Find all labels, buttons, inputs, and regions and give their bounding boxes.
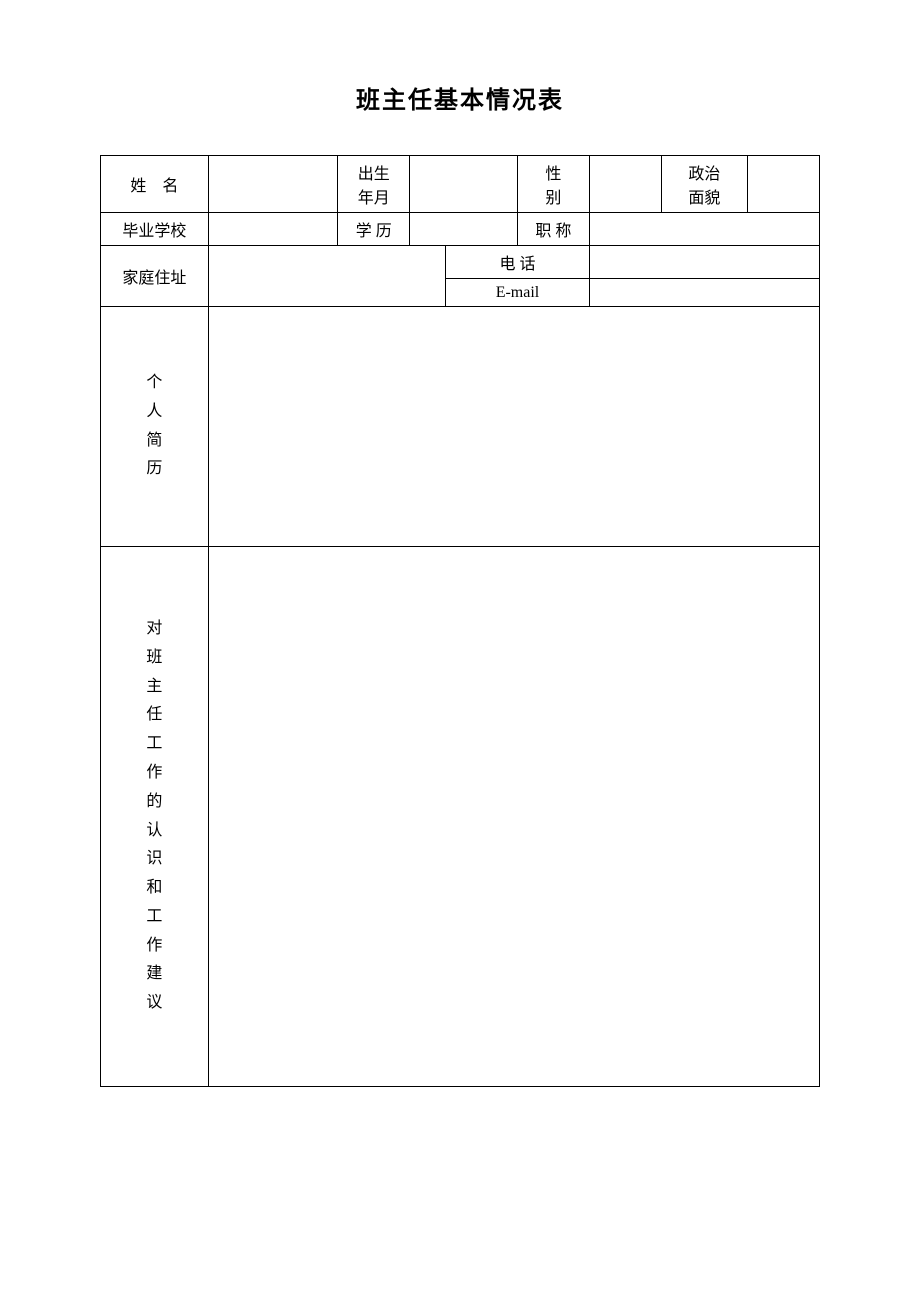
label-grad-school: 毕业学校 — [101, 213, 209, 246]
value-political — [748, 156, 820, 213]
value-job-title — [589, 213, 819, 246]
essay-char-12: 作 — [103, 932, 206, 961]
essay-char-7: 的 — [103, 788, 206, 817]
value-phone — [589, 246, 819, 279]
label-political-l1: 政治 — [664, 160, 745, 184]
essay-char-13: 建 — [103, 960, 206, 989]
label-birth: 出生 年月 — [338, 156, 410, 213]
essay-char-14: 议 — [103, 989, 206, 1018]
essay-char-9: 识 — [103, 845, 206, 874]
label-gender-l1: 性 — [520, 160, 587, 184]
resume-char-3: 简 — [103, 427, 206, 456]
label-email: E-mail — [446, 279, 590, 307]
info-table: 姓 名 出生 年月 性 别 政治 面貌 毕业学校 学 历 职 称 家庭住址 电 … — [100, 155, 820, 1087]
essay-char-1: 对 — [103, 615, 206, 644]
value-resume — [208, 307, 819, 547]
label-education: 学 历 — [338, 213, 410, 246]
essay-char-5: 工 — [103, 730, 206, 759]
label-job-title: 职 称 — [517, 213, 589, 246]
label-gender: 性 别 — [517, 156, 589, 213]
value-gender — [589, 156, 661, 213]
label-phone: 电 话 — [446, 246, 590, 279]
resume-char-4: 历 — [103, 455, 206, 484]
label-resume: 个 人 简 历 — [101, 307, 209, 547]
value-address — [208, 246, 445, 307]
label-address: 家庭住址 — [101, 246, 209, 307]
essay-char-11: 工 — [103, 903, 206, 932]
resume-char-1: 个 — [103, 369, 206, 398]
essay-char-3: 主 — [103, 673, 206, 702]
value-essay — [208, 547, 819, 1087]
resume-char-2: 人 — [103, 398, 206, 427]
label-essay: 对 班 主 任 工 作 的 认 识 和 工 作 建 议 — [101, 547, 209, 1087]
essay-char-2: 班 — [103, 644, 206, 673]
label-political: 政治 面貌 — [661, 156, 747, 213]
essay-char-6: 作 — [103, 759, 206, 788]
label-birth-l1: 出生 — [340, 160, 407, 184]
value-grad-school — [208, 213, 337, 246]
essay-char-4: 任 — [103, 701, 206, 730]
essay-char-10: 和 — [103, 874, 206, 903]
value-birth — [410, 156, 518, 213]
essay-char-8: 认 — [103, 817, 206, 846]
value-name — [208, 156, 337, 213]
value-email — [589, 279, 819, 307]
label-name: 姓 名 — [101, 156, 209, 213]
label-political-l2: 面貌 — [664, 184, 745, 208]
label-gender-l2: 别 — [520, 184, 587, 208]
form-title: 班主任基本情况表 — [100, 80, 820, 115]
value-education — [410, 213, 518, 246]
label-birth-l2: 年月 — [340, 184, 407, 208]
